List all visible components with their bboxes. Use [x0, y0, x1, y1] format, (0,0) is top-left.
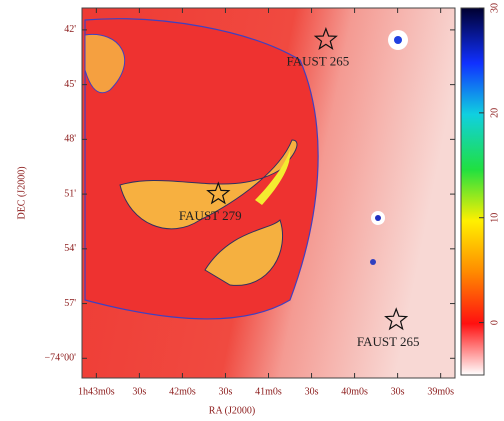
source-marker	[313, 26, 338, 50]
source-marker	[384, 307, 409, 331]
x-tick-label: 1h43m0s	[78, 386, 115, 397]
source-marker	[206, 181, 231, 205]
x-tick-label: 39m0s	[427, 386, 454, 397]
x-tick-label: 30s	[391, 386, 405, 397]
x-tick-label: 41m0s	[255, 386, 282, 397]
point-source	[370, 259, 376, 265]
y-tick-label: 48'	[64, 134, 76, 145]
colorbar-tick-label: 0	[489, 320, 500, 325]
emission-region	[84, 33, 126, 93]
source-label: FAUST 265	[357, 334, 420, 349]
image	[81, 7, 456, 379]
y-axis-label: DEC (J2000)	[16, 166, 27, 219]
y-tick-label: 54'	[64, 243, 76, 254]
y-tick-label: −74°00'	[45, 353, 77, 364]
x-tick-label: 30s	[305, 386, 319, 397]
x-tick-label: 42m0s	[169, 386, 196, 397]
colorbar-tick-label: 30	[489, 3, 500, 13]
y-tick-label: 42'	[64, 24, 76, 35]
x-tick-label: 30s	[219, 386, 233, 397]
colorbar-tick-label: 20	[489, 108, 500, 118]
x-axis-label: RA (J2000)	[209, 405, 255, 416]
x-tick-label: 30s	[132, 386, 146, 397]
y-tick-label: 45'	[64, 79, 76, 90]
x-tick-label: 40m0s	[341, 386, 368, 397]
point-source	[375, 215, 381, 221]
source-label: FAUST 265	[287, 54, 350, 69]
point-source	[394, 36, 402, 44]
emission-region	[119, 139, 298, 230]
source-label: FAUST 279	[179, 208, 242, 223]
emission-region	[255, 150, 291, 205]
y-tick-label: 51'	[64, 188, 76, 199]
colorbar	[460, 7, 485, 376]
colorbar-tick-label: 10	[489, 213, 500, 223]
y-tick-label: 57'	[64, 298, 76, 309]
emission-region	[204, 219, 284, 286]
